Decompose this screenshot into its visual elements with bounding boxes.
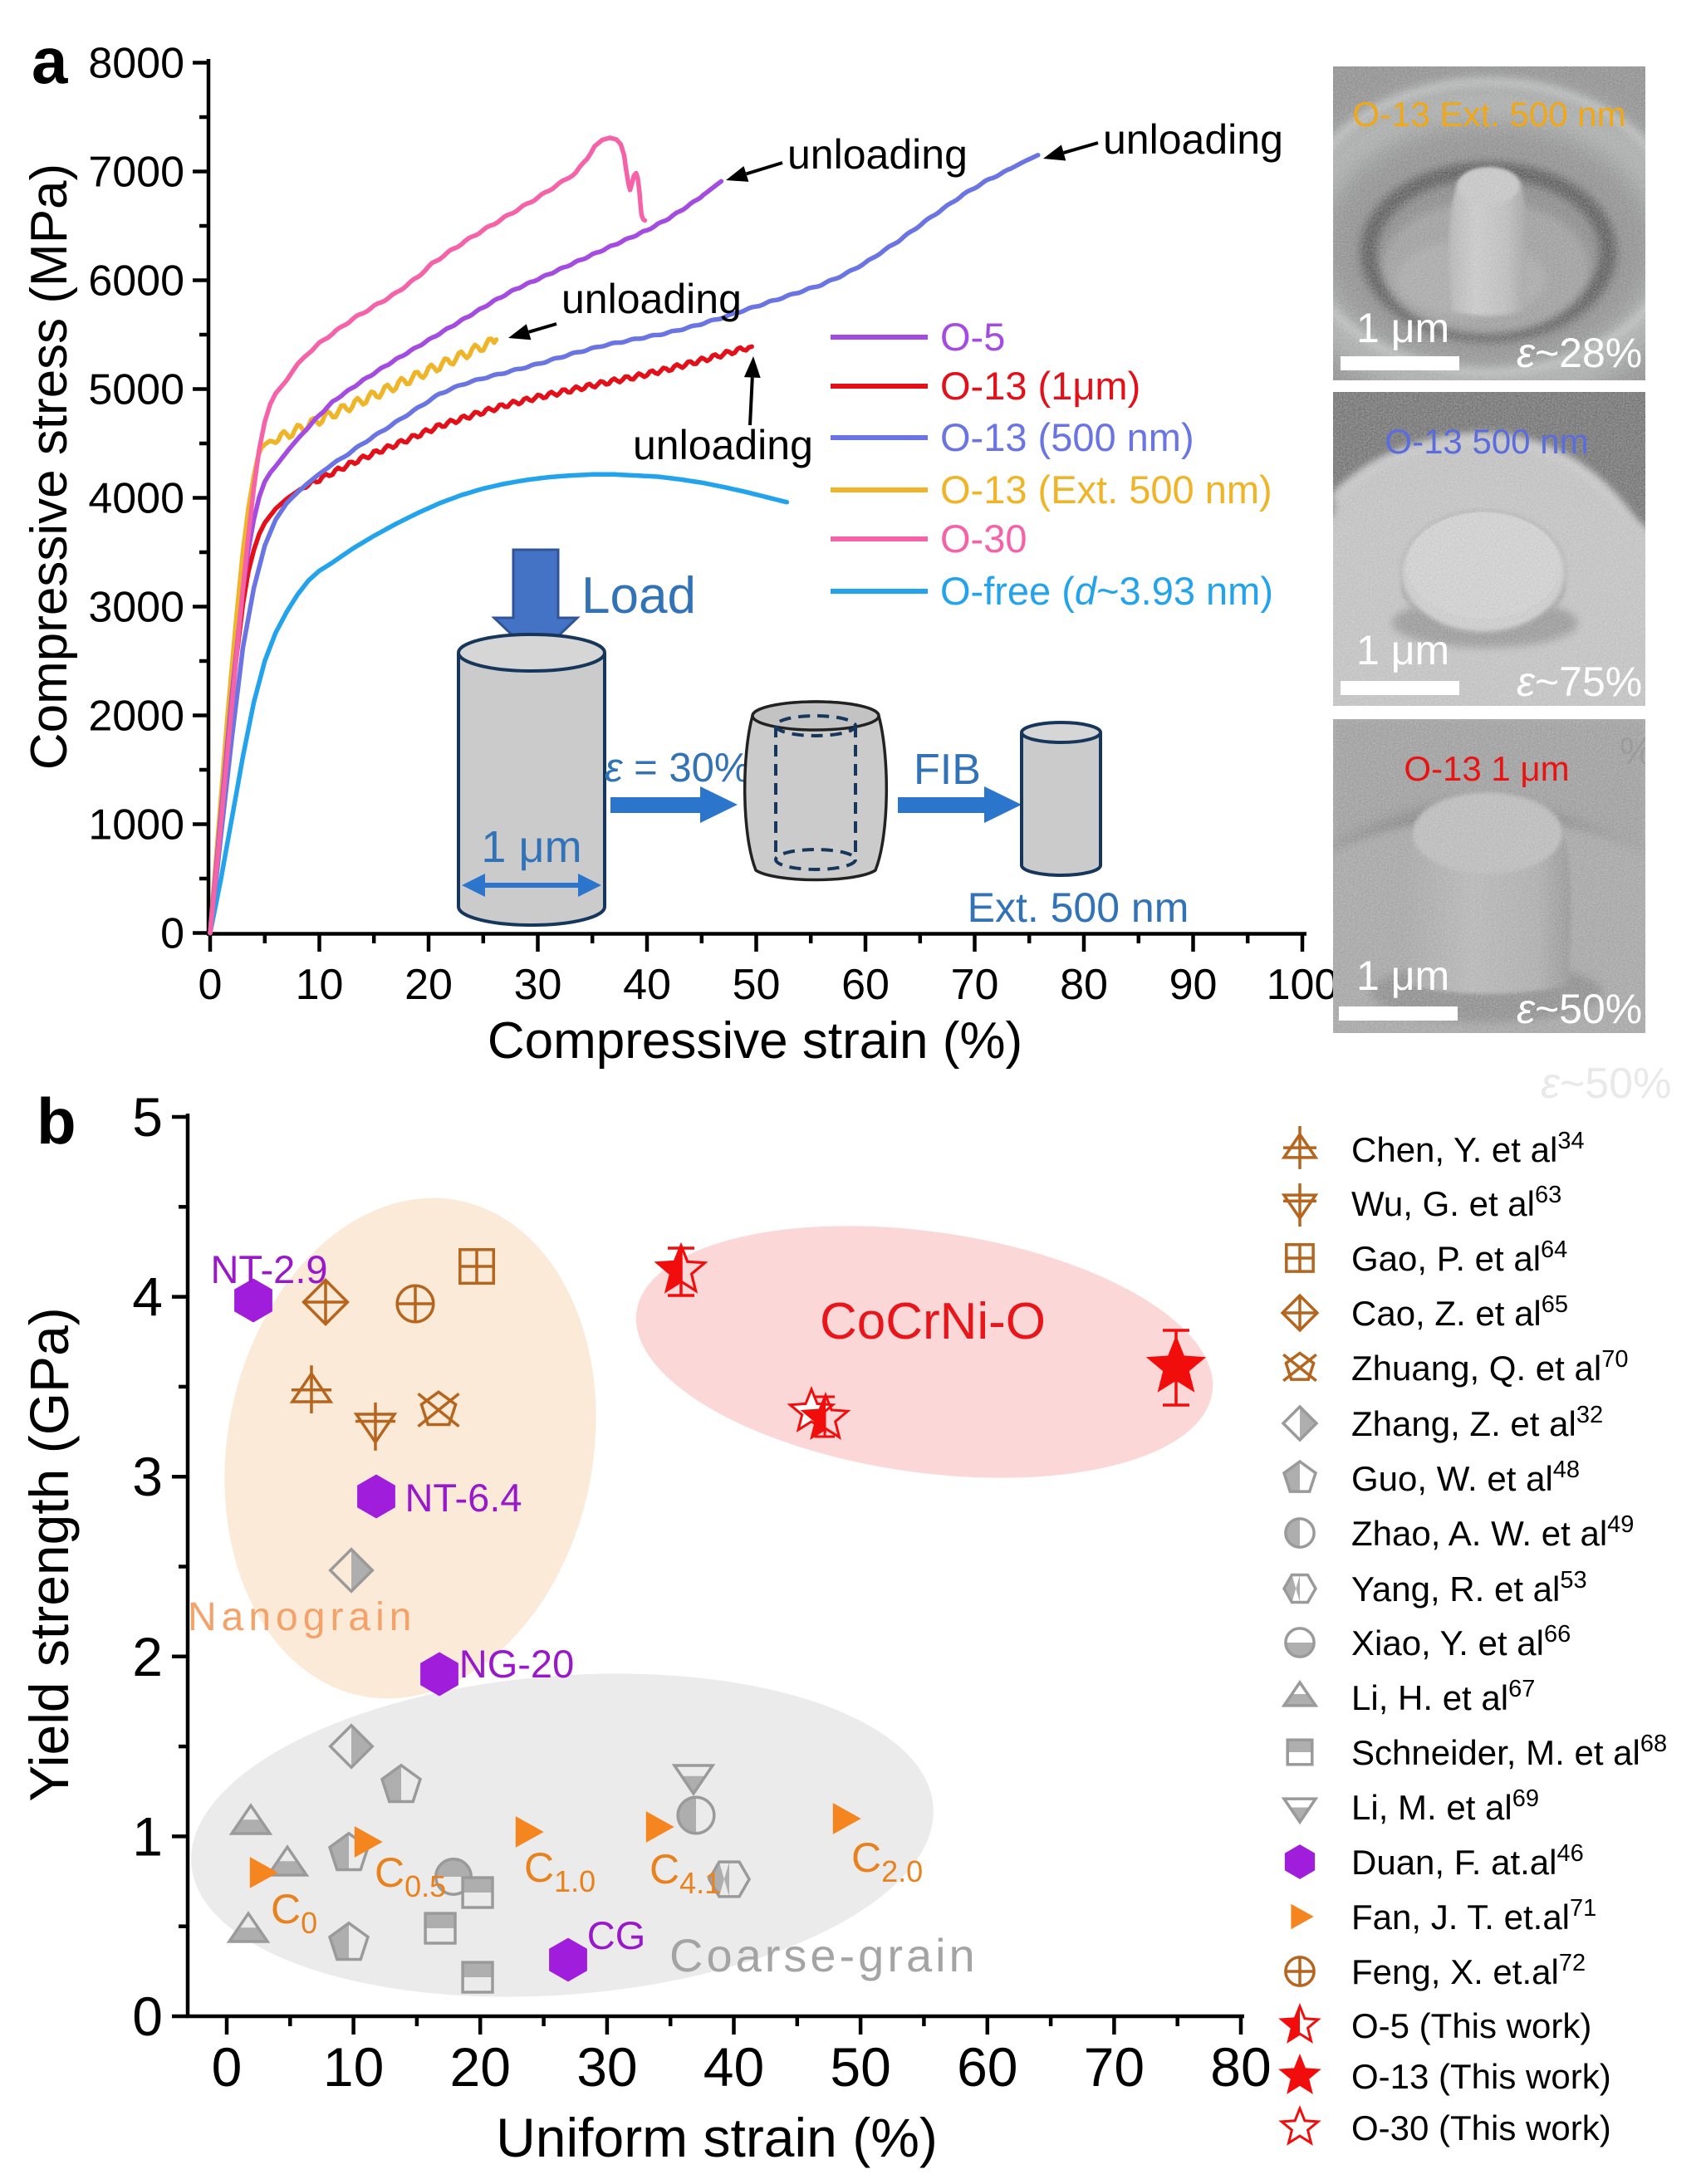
svg-text:CoCrNi-O: CoCrNi-O <box>820 1293 1046 1350</box>
svg-text:3000: 3000 <box>88 584 184 632</box>
svg-text:0: 0 <box>132 1986 163 2047</box>
svg-text:O-30: O-30 <box>940 517 1027 561</box>
svg-text:O-5 (This work): O-5 (This work) <box>1351 2006 1591 2045</box>
svg-text:60: 60 <box>957 2036 1017 2098</box>
svg-text:unloading: unloading <box>1103 116 1283 163</box>
svg-text:10: 10 <box>323 2036 384 2098</box>
svg-text:Compressive stress (MPa): Compressive stress (MPa) <box>21 164 78 770</box>
svg-text:O-13 1 μm: O-13 1 μm <box>1404 749 1569 788</box>
svg-text:b: b <box>37 1085 76 1158</box>
svg-text:unloading: unloading <box>561 276 742 322</box>
svg-text:1 μm: 1 μm <box>1356 952 1449 999</box>
svg-text:Xiao, Y. et al66: Xiao, Y. et al66 <box>1351 1621 1571 1662</box>
svg-text:O-13 500 nm: O-13 500 nm <box>1385 422 1588 461</box>
svg-text:FIB: FIB <box>914 746 981 794</box>
svg-text:10: 10 <box>296 961 344 1009</box>
svg-text:CG: CG <box>587 1913 646 1957</box>
svg-text:Chen, Y. et al34: Chen, Y. et al34 <box>1351 1128 1585 1169</box>
svg-text:Guo, W. et al48: Guo, W. et al48 <box>1351 1457 1580 1498</box>
svg-text:Coarse-grain: Coarse-grain <box>669 1929 978 1981</box>
svg-text:ε = 30%: ε = 30% <box>605 746 750 791</box>
svg-text:%: % <box>1611 430 1645 473</box>
svg-text:Yield strength (GPa): Yield strength (GPa) <box>18 1307 80 1801</box>
svg-text:O-13 (Ext. 500 nm): O-13 (Ext. 500 nm) <box>940 468 1272 512</box>
svg-text:NT-2.9: NT-2.9 <box>210 1247 327 1291</box>
svg-text:8000: 8000 <box>88 40 184 88</box>
svg-text:Cao, Z. et al65: Cao, Z. et al65 <box>1351 1291 1568 1333</box>
svg-text:NG-20: NG-20 <box>459 1642 574 1686</box>
svg-text:80: 80 <box>1060 961 1108 1009</box>
svg-text:Load: Load <box>581 567 696 624</box>
svg-text:Feng, X. et.al72: Feng, X. et.al72 <box>1351 1950 1586 1991</box>
svg-text:Zhuang, Q. et al70: Zhuang, Q. et al70 <box>1351 1346 1628 1388</box>
svg-text:Wu, G. et al63: Wu, G. et al63 <box>1351 1182 1561 1223</box>
svg-text:Yang, R. et al53: Yang, R. et al53 <box>1351 1567 1587 1609</box>
svg-text:20: 20 <box>404 961 453 1009</box>
svg-text:60: 60 <box>841 961 890 1009</box>
svg-text:ε~50%: ε~50% <box>1541 1060 1671 1108</box>
svg-text:Zhao, A. W. et al49: Zhao, A. W. et al49 <box>1351 1511 1634 1553</box>
svg-text:1: 1 <box>132 1805 163 1867</box>
svg-text:ε~50%: ε~50% <box>1517 986 1642 1032</box>
svg-text:unloading: unloading <box>787 131 968 178</box>
svg-text:O-13 (This work): O-13 (This work) <box>1351 2057 1611 2096</box>
svg-text:70: 70 <box>951 961 999 1009</box>
svg-text:Li, H. et al67: Li, H. et al67 <box>1351 1676 1535 1717</box>
svg-text:5000: 5000 <box>88 366 184 414</box>
svg-text:Gao, P. et al64: Gao, P. et al64 <box>1351 1236 1567 1278</box>
svg-text:30: 30 <box>576 2036 637 2098</box>
svg-text:Schneider, M. et al68: Schneider, M. et al68 <box>1351 1731 1667 1772</box>
svg-text:Li, M. et al69: Li, M. et al69 <box>1351 1785 1539 1827</box>
svg-text:1 μm: 1 μm <box>481 822 581 872</box>
svg-text:100: 100 <box>1267 961 1339 1009</box>
svg-text:6000: 6000 <box>88 257 184 306</box>
svg-text:unloading: unloading <box>633 422 813 468</box>
svg-text:20: 20 <box>449 2036 510 2098</box>
svg-text:ε~28%: ε~28% <box>1517 330 1642 376</box>
svg-text:O-30 (This work): O-30 (This work) <box>1351 2108 1611 2147</box>
svg-text:a: a <box>32 24 68 97</box>
svg-text:O-free (d~3.93 nm): O-free (d~3.93 nm) <box>940 569 1273 613</box>
svg-text:O-13 Ext. 500 nm: O-13 Ext. 500 nm <box>1352 95 1625 134</box>
svg-text:Nanograin: Nanograin <box>188 1595 416 1639</box>
svg-text:Fan, J. T. et.al71: Fan, J. T. et.al71 <box>1351 1895 1596 1937</box>
svg-text:70: 70 <box>1084 2036 1145 2098</box>
svg-text:Uniform strain (%): Uniform strain (%) <box>496 2107 938 2168</box>
svg-text:2000: 2000 <box>88 693 184 741</box>
svg-text:ε~75%: ε~75% <box>1517 659 1642 705</box>
svg-text:40: 40 <box>703 2036 764 2098</box>
svg-text:30: 30 <box>514 961 562 1009</box>
svg-text:%: % <box>1620 729 1654 772</box>
svg-text:4: 4 <box>132 1266 163 1328</box>
svg-text:90: 90 <box>1169 961 1218 1009</box>
svg-text:O-13 (1μm): O-13 (1μm) <box>940 364 1140 408</box>
svg-text:2: 2 <box>132 1626 163 1687</box>
svg-text:1 μm: 1 μm <box>1356 305 1449 351</box>
svg-text:0: 0 <box>160 910 184 958</box>
svg-text:Zhang, Z. et al32: Zhang, Z. et al32 <box>1351 1402 1603 1443</box>
svg-text:50: 50 <box>830 2036 890 2098</box>
svg-text:0: 0 <box>199 961 223 1009</box>
svg-text:NT-6.4: NT-6.4 <box>404 1476 522 1520</box>
svg-text:Compressive strain (%): Compressive strain (%) <box>488 1012 1022 1070</box>
svg-text:0: 0 <box>212 2036 243 2098</box>
svg-text:40: 40 <box>623 961 671 1009</box>
svg-text:1 μm: 1 μm <box>1356 627 1449 673</box>
svg-text:Ext. 500 nm: Ext. 500 nm <box>968 884 1189 931</box>
svg-text:7000: 7000 <box>88 149 184 197</box>
svg-text:50: 50 <box>733 961 781 1009</box>
svg-text:80: 80 <box>1210 2036 1271 2098</box>
svg-text:O-5: O-5 <box>940 315 1005 359</box>
svg-text:1000: 1000 <box>88 801 184 850</box>
svg-text:C0: C0 <box>271 1886 317 1940</box>
svg-text:4000: 4000 <box>88 475 184 523</box>
svg-text:O-13 (500 nm): O-13 (500 nm) <box>940 415 1194 459</box>
svg-text:Duan, F. at.al46: Duan, F. at.al46 <box>1351 1840 1584 1882</box>
svg-text:5: 5 <box>132 1086 163 1148</box>
svg-text:3: 3 <box>132 1446 163 1507</box>
